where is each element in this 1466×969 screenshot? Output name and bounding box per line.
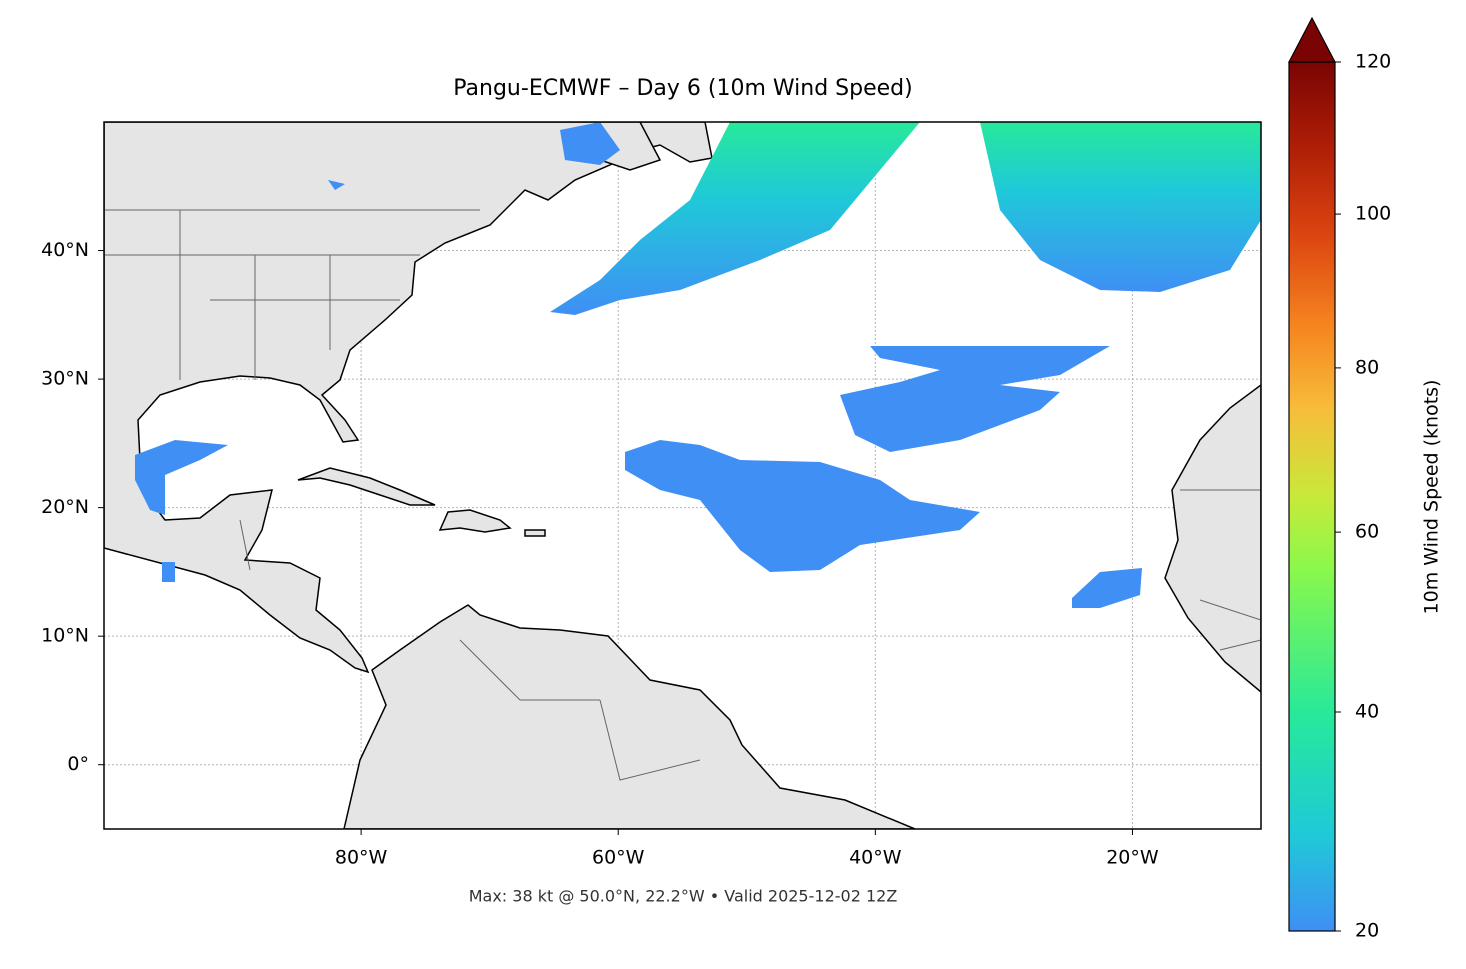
map-title: Pangu-ECMWF – Day 6 (10m Wind Speed) [453, 76, 912, 101]
hispaniola [438, 509, 512, 533]
lat-tick-label: 0° [67, 753, 89, 775]
borders [104, 209, 1261, 781]
wind-area [550, 122, 920, 315]
puerto-rico [524, 529, 546, 537]
lat-tick-label: 40°N [41, 239, 89, 261]
lat-tick-label: 10°N [41, 625, 89, 647]
wind-area [840, 346, 1110, 452]
colorbar-tick-label: 100 [1355, 203, 1391, 225]
map-area [104, 122, 1261, 829]
wind-area [1072, 568, 1142, 608]
colorbar-fill [1289, 62, 1335, 931]
wind-area [980, 122, 1261, 292]
lat-tick-label: 30°N [41, 368, 89, 390]
map-ticks: 80°W 60°W 40°W 20°W 40°N 30°N 20°N 10°N 0° [41, 239, 1159, 868]
lon-tick-label: 60°W [592, 847, 645, 869]
south-america [343, 604, 916, 829]
lon-tick-label: 80°W [335, 847, 388, 869]
colorbar-tick-label: 60 [1355, 521, 1379, 543]
wind-area [135, 440, 228, 515]
cuba [297, 467, 436, 506]
colorbar-tick-label: 120 [1355, 51, 1391, 73]
lon-tick-label: 40°W [849, 847, 902, 869]
lon-tick-label: 20°W [1106, 847, 1159, 869]
lat-tick-label: 20°N [41, 496, 89, 518]
colorbar-tick-label: 40 [1355, 701, 1379, 723]
colorbar: 20 40 60 80 100 120 [1288, 16, 1391, 942]
colorbar-tick-label: 20 [1355, 920, 1379, 942]
map-frame [103, 121, 1262, 830]
footer-note: Max: 38 kt @ 50.0°N, 22.2°W • Valid 2025… [469, 887, 898, 906]
north-central-america [104, 122, 713, 674]
colorbar-extend [1288, 16, 1336, 63]
colorbar-label: 10m Wind Speed (knots) [1421, 380, 1443, 615]
colorbar-tick-label: 80 [1355, 356, 1379, 378]
colorbar-frame [1288, 61, 1336, 932]
africa [1164, 384, 1261, 693]
wind-area [625, 440, 980, 572]
